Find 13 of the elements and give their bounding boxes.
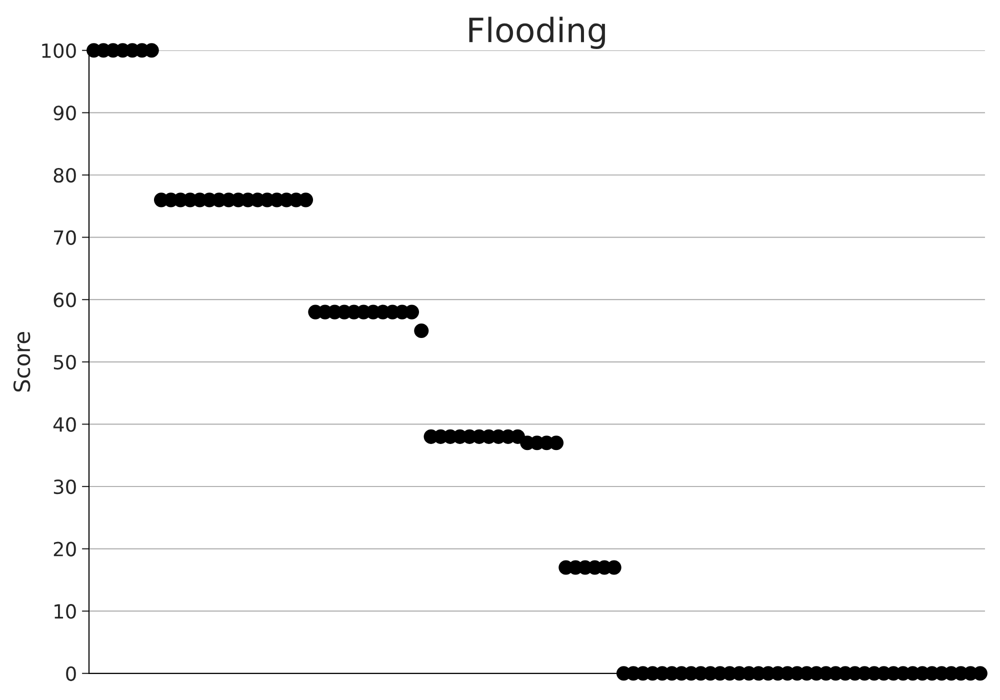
y-tick-label: 30 bbox=[54, 479, 76, 494]
y-tick-label: 50 bbox=[54, 354, 76, 370]
y-axis-title: Score bbox=[13, 332, 30, 392]
y-tick-label: 90 bbox=[54, 106, 76, 120]
y-tick-label: 40 bbox=[53, 417, 76, 432]
y-tick-label: 0 bbox=[66, 666, 76, 682]
y-tick-label: 80 bbox=[54, 168, 76, 183]
chart-title: Flooding bbox=[469, 16, 605, 49]
y-tick-label: 100 bbox=[42, 43, 76, 58]
y-tick-label: 60 bbox=[54, 292, 76, 308]
y-tick-label: 70 bbox=[54, 230, 76, 245]
y-tick-label: 10 bbox=[54, 604, 76, 619]
y-tick-label: 20 bbox=[54, 542, 76, 556]
